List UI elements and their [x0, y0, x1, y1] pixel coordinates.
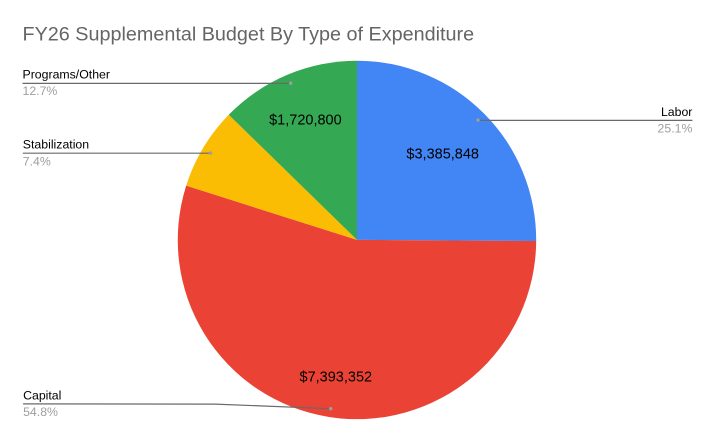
svg-text:$3,385,848: $3,385,848: [406, 147, 479, 163]
svg-text:Stabilization: Stabilization: [23, 138, 89, 152]
svg-text:Capital: Capital: [23, 388, 61, 402]
svg-text:Labor: Labor: [661, 105, 692, 119]
svg-text:FY26 Supplemental Budget By Ty: FY26 Supplemental Budget By Type of Expe…: [23, 23, 475, 45]
svg-text:7.4%: 7.4%: [23, 154, 51, 168]
svg-text:$1,720,800: $1,720,800: [269, 113, 342, 129]
svg-text:Programs/Other: Programs/Other: [23, 67, 110, 81]
svg-text:$7,393,352: $7,393,352: [300, 369, 373, 385]
svg-text:54.8%: 54.8%: [23, 405, 58, 419]
svg-text:25.1%: 25.1%: [658, 122, 693, 136]
svg-text:12.7%: 12.7%: [23, 84, 58, 98]
